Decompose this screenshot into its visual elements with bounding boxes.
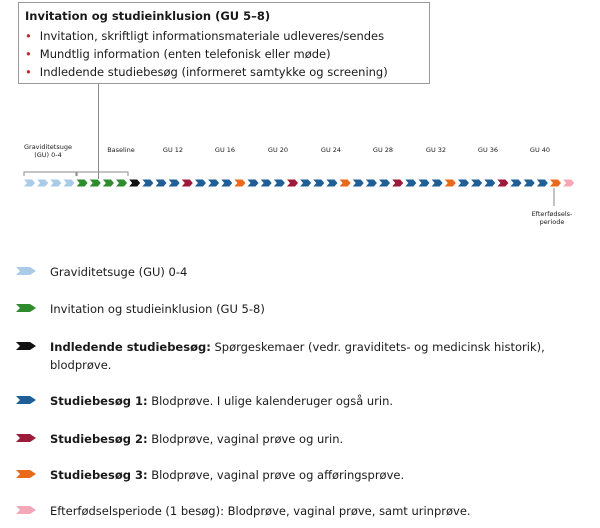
timeline-chevron-green	[116, 179, 128, 187]
label-gu12: GU 12	[163, 146, 183, 154]
legend-text: Invitation og studieinklusion (GU 5-8)	[50, 302, 265, 316]
callout-connector-line	[98, 84, 99, 179]
timeline-chevron-pink	[563, 179, 575, 187]
label-baseline: Baseline	[107, 146, 135, 154]
callout-bullet-list: • Invitation, skriftligt informationsmate…	[25, 27, 388, 81]
timeline-chevron-blue	[510, 179, 522, 187]
label-graviditetsuge-line2: (GU) 0-4	[34, 151, 62, 159]
chevron-icon-crimson	[16, 434, 36, 442]
timeline-chevron-lightblue	[50, 179, 62, 187]
timeline-chevron-blue	[523, 179, 535, 187]
timeline-chevron-orange	[550, 179, 561, 187]
timeline-chevron-blue	[260, 179, 272, 187]
chevron-icon-pink	[16, 506, 36, 514]
timeline-chevron-blue	[471, 179, 483, 187]
timeline-chevron-blue	[168, 179, 180, 187]
timeline-chevron-orange	[444, 179, 456, 187]
timeline-chevron-blue	[405, 179, 417, 187]
timeline-chevron-blue	[273, 179, 285, 187]
timeline-chevron-orange	[339, 179, 351, 187]
label-gu32: GU 32	[426, 146, 446, 154]
legend-bold: Indledende studiebesøg:	[50, 340, 211, 354]
timeline-chevron-blue	[484, 179, 496, 187]
timeline-chevron-lightblue	[24, 179, 35, 187]
label-gu24: GU 24	[321, 146, 341, 154]
label-gu16: GU 16	[215, 146, 235, 154]
label-gu20: GU 20	[268, 146, 288, 154]
timeline-chevron-crimson	[497, 179, 509, 187]
timeline-chevron-blue	[313, 179, 325, 187]
timeline-chevron-blue	[155, 179, 167, 187]
bracket-invitation	[76, 171, 129, 176]
timeline-chevron-black	[129, 179, 141, 187]
legend-text: Spørgeskemaer (vedr. graviditets- og med…	[210, 340, 545, 354]
timeline-chevron-blue	[457, 179, 469, 187]
timeline-chevron-blue	[300, 179, 312, 187]
bullet-icon: •	[25, 47, 32, 61]
chevron-icon-green	[16, 304, 36, 312]
bullet-icon: •	[25, 65, 32, 79]
label-postpartum-line2: periode	[540, 218, 565, 226]
legend-text: Efterfødselsperiode (1 besøg): Blodprøve…	[50, 504, 471, 518]
timeline-chevron-lightblue	[37, 179, 49, 187]
timeline-chevron-green	[76, 179, 88, 187]
legend-bold: Studiebesøg 2:	[50, 432, 148, 446]
pregnancy-timeline: Graviditetsuge (GU) 0-4 Baseline GU 12 G…	[23, 143, 575, 226]
timeline-chevron-blue	[142, 179, 154, 187]
legend-text: Graviditetsuge (GU) 0-4	[50, 265, 188, 279]
timeline-chevron-blue	[221, 179, 233, 187]
label-postpartum-line1: Efterfødsels-	[532, 210, 573, 218]
timeline-chevron-blue	[326, 179, 338, 187]
timeline-chevron-blue	[247, 179, 259, 187]
label-gu28: GU 28	[373, 146, 393, 154]
legend-text: Blodprøve. I ulige kalenderuger også uri…	[147, 394, 394, 408]
timeline-chevron-crimson	[392, 179, 404, 187]
timeline-chevron-blue	[418, 179, 430, 187]
timeline-chevron-green	[102, 179, 114, 187]
timeline-chevron-blue	[379, 179, 391, 187]
label-gu40: GU 40	[530, 146, 550, 154]
timeline-chevron-crimson	[287, 179, 298, 187]
inclusion-callout-box: Invitation og studieinklusion (GU 5–8) •…	[18, 2, 430, 84]
callout-bullet: • Mundtlig information (enten telefonisk …	[25, 47, 331, 61]
chevron-icon-blue	[16, 396, 36, 404]
timeline-chevron-orange	[234, 179, 246, 187]
callout-bullet: • Indledende studiebesøg (informeret samt…	[25, 65, 388, 79]
legend-text: Blodprøve, vaginal prøve og afføringsprø…	[147, 468, 405, 482]
timeline-chevron-blue	[365, 179, 377, 187]
timeline-chevron-lightblue	[63, 179, 75, 187]
legend-bold: Studiebesøg 3:	[50, 468, 148, 482]
bullet-icon: •	[25, 29, 32, 43]
label-gu36: GU 36	[478, 146, 498, 154]
timeline-chevron-crimson	[181, 179, 193, 187]
label-graviditetsuge-line1: Graviditetsuge	[24, 143, 72, 151]
callout-bullet: • Invitation, skriftligt informationsmate…	[25, 29, 385, 43]
timeline-chevron-blue	[208, 179, 220, 187]
legend-text-line2: blodprøve.	[50, 358, 112, 372]
timeline-chevron-blue	[352, 179, 364, 187]
chevron-icon-black	[16, 342, 36, 350]
bracket-gravidity	[23, 171, 77, 176]
legend-bold: Studiebesøg 1:	[50, 394, 148, 408]
timeline-chevron-blue	[431, 179, 443, 187]
timeline-chevron-blue	[536, 179, 548, 187]
timeline-chevron-blue	[194, 179, 206, 187]
chevron-icon-orange	[16, 470, 36, 478]
chevron-icon-lightblue	[16, 267, 36, 275]
callout-title: Invitation og studieinklusion (GU 5–8)	[25, 9, 271, 23]
timeline-chevron-green	[89, 179, 101, 187]
legend-text: Blodprøve, vaginal prøve og urin.	[147, 432, 344, 446]
